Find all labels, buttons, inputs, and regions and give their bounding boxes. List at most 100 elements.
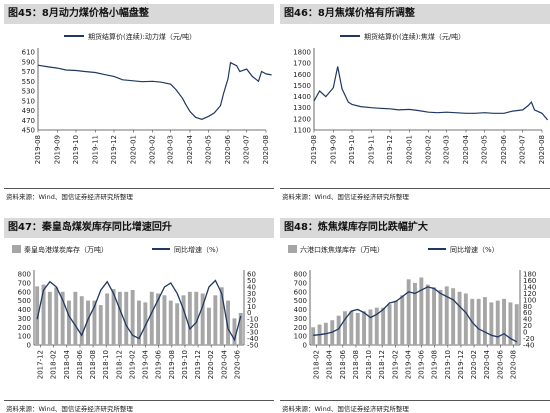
bar <box>219 287 224 345</box>
bar <box>355 313 360 345</box>
figure-title: 图46：8月焦煤价格有所调整 <box>280 4 550 24</box>
series-line <box>313 286 518 343</box>
y-right-tick-label: -40 <box>523 342 534 350</box>
y-right-tick-label: -20 <box>523 335 534 343</box>
bar <box>393 300 398 345</box>
x-tick-label: 2020-08 <box>262 135 270 164</box>
figure-title: 图48：炼焦煤库存同比跌幅扩大 <box>280 218 550 238</box>
bar <box>35 286 40 345</box>
bar <box>374 307 379 345</box>
bar <box>508 302 513 345</box>
x-tick-label: 2019-04 <box>404 349 412 379</box>
source-note: 资料来源：Wind、国信证券经济研究所整理 <box>282 193 409 201</box>
x-tick-label: 2019-09 <box>329 135 337 164</box>
x-tick-label: 2019-02 <box>391 350 399 379</box>
bar <box>232 318 237 345</box>
chart-47: 秦皇岛港煤炭库存（万吨） 同比增速（%）010020030040050060070… <box>12 245 258 379</box>
y-left-tick-label: 800 <box>294 271 307 279</box>
bar <box>124 291 129 346</box>
divider <box>280 400 550 401</box>
x-tick-label: 2020-06 <box>500 134 508 164</box>
x-tick-label: 2020-02 <box>425 135 433 164</box>
y-tick-label: 530 <box>22 88 35 96</box>
y-tick-label: 1200 <box>293 115 311 123</box>
bar <box>79 296 84 345</box>
bar <box>514 304 519 345</box>
x-tick-label: 2020-06 <box>224 134 232 164</box>
x-tick-label: 2019-12 <box>194 350 202 379</box>
bar <box>86 300 90 345</box>
source-note: 资料来源：Wind、国信证券经济研究所整理 <box>6 405 133 413</box>
y-right-tick-label: 30 <box>247 290 256 298</box>
y-right-tick-label: 80 <box>523 303 532 311</box>
x-tick-label: 2020-03 <box>443 135 451 164</box>
bar <box>117 291 122 346</box>
bar <box>387 304 392 345</box>
bar <box>156 293 160 345</box>
x-tick-label: 2018-06 <box>76 349 84 379</box>
bar <box>495 300 500 345</box>
x-tick-label: 2018-04 <box>326 349 334 379</box>
bar <box>130 290 135 345</box>
x-tick-label: 2018-10 <box>365 350 373 379</box>
y-right-tick-label: 60 <box>523 309 532 317</box>
x-tick-label: 2020-01 <box>405 135 413 164</box>
y-tick-label: 1600 <box>293 71 311 79</box>
bar <box>207 307 211 345</box>
bar <box>413 282 417 345</box>
x-tick-label: 2020-01 <box>129 135 137 164</box>
y-right-tick-label: 20 <box>523 322 532 330</box>
series-line <box>313 66 549 121</box>
x-tick-label: 2020-04 <box>483 349 491 379</box>
x-tick-label: 2019-08 <box>310 135 318 164</box>
divider <box>4 400 274 401</box>
y-right-tick-label: 160 <box>523 277 536 285</box>
bar <box>149 291 154 346</box>
x-tick-label: 2019-10 <box>72 135 80 164</box>
bar <box>238 313 243 345</box>
bar <box>451 288 456 345</box>
y-right-tick-label: -30 <box>247 329 258 337</box>
y-right-tick-label: 40 <box>247 283 256 291</box>
divider <box>280 188 550 189</box>
bar <box>444 286 449 345</box>
legend-swatch-bar <box>12 245 21 253</box>
x-tick-label: 2019-08 <box>431 350 439 379</box>
x-tick-label: 2019-10 <box>181 350 189 379</box>
bar <box>400 295 405 345</box>
x-tick-label: 2020-06 <box>233 349 241 379</box>
x-tick-label: 2020-04 <box>462 134 470 164</box>
chart-46: 期货结算价(连续):焦煤（元/吨） 1100 1200 1300 1400 1500 160… <box>293 32 549 164</box>
y-left-tick-label: 300 <box>18 315 31 323</box>
x-tick-label: 2019-06 <box>155 349 163 379</box>
x-tick-label: 2018-12 <box>378 350 386 379</box>
y-tick-label: 450 <box>22 127 35 135</box>
y-right-tick-label: 180 <box>523 271 536 279</box>
bar <box>60 291 65 346</box>
bar <box>368 309 373 345</box>
y-right-tick-label: 100 <box>523 296 536 304</box>
legend-swatch-bar <box>288 245 297 253</box>
y-left-tick-label: 100 <box>294 333 307 341</box>
y-left-tick-label: 200 <box>18 324 31 332</box>
x-tick-label: 2018-04 <box>63 349 71 379</box>
bar <box>162 295 167 345</box>
x-tick-label: 2020-02 <box>207 350 215 379</box>
x-tick-label: 2019-12 <box>110 135 118 164</box>
bar <box>47 291 52 346</box>
x-tick-label: 2019-12 <box>386 135 394 164</box>
figure-title: 图47：秦皇岛煤炭库存同比增速回升 <box>4 218 274 238</box>
x-tick-label: 2019-12 <box>457 350 465 379</box>
y-left-tick-label: 600 <box>18 288 31 296</box>
y-tick-label: 510 <box>22 97 35 105</box>
bar <box>175 303 180 345</box>
x-tick-label: 2019-11 <box>91 135 99 164</box>
legend-label-bar: 六港口炼焦煤库存（万吨） <box>300 245 384 254</box>
y-left-tick-label: 800 <box>18 271 31 279</box>
x-tick-label: 2019-02 <box>128 350 136 379</box>
y-right-tick-label: -50 <box>247 342 258 350</box>
x-tick-label: 2020-07 <box>519 135 527 164</box>
y-tick-label: 610 <box>22 49 35 57</box>
bar <box>432 287 436 345</box>
y-left-tick-label: 600 <box>294 288 307 296</box>
